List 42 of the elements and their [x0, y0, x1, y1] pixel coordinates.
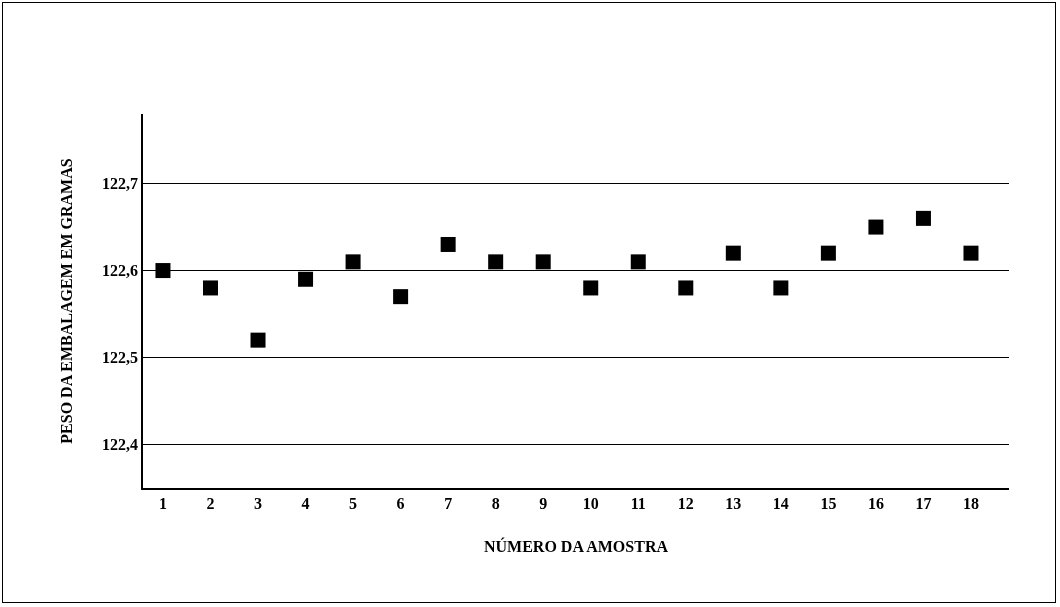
- x-tick-label: 7: [444, 494, 453, 512]
- point: [630, 254, 646, 270]
- y-axis-title: PESO DA EMBALAGEM EM GRAMAS: [58, 158, 76, 444]
- x-tick-label: 1: [158, 494, 167, 512]
- point: [773, 280, 789, 296]
- point: [678, 280, 694, 296]
- x-tick-label: 4: [301, 494, 310, 512]
- point: [393, 289, 409, 305]
- point: [820, 245, 836, 261]
- point: [250, 332, 266, 348]
- x-tick-label: 14: [772, 494, 789, 512]
- y-tick-label: 122,5: [102, 349, 139, 367]
- point: [535, 254, 551, 270]
- x-tick-label: 6: [396, 494, 405, 512]
- x-tick-label: 17: [915, 494, 932, 512]
- point: [488, 254, 504, 270]
- y-tick-label: 122,4: [102, 436, 139, 454]
- point: [202, 280, 218, 296]
- x-tick-label: 13: [725, 494, 742, 512]
- x-tick-label: 18: [962, 494, 979, 512]
- point: [345, 254, 361, 270]
- x-tick-label: 12: [677, 494, 694, 512]
- y-tick-label: 122,7: [102, 175, 139, 193]
- x-tick-label: 10: [582, 494, 599, 512]
- point: [155, 263, 171, 279]
- point: [915, 210, 931, 226]
- point: [868, 219, 884, 235]
- point: [725, 245, 741, 261]
- x-tick-label: 2: [206, 494, 215, 512]
- x-tick-label: 16: [867, 494, 884, 512]
- x-tick-label: 5: [349, 494, 358, 512]
- point: [298, 271, 314, 287]
- x-tick-label: 3: [254, 494, 263, 512]
- x-tick-label: 11: [630, 494, 646, 512]
- point: [440, 236, 456, 252]
- point: [963, 245, 979, 261]
- y-tick-label: 122,6: [102, 262, 139, 280]
- x-tick-label: 9: [539, 494, 548, 512]
- x-tick-label: 15: [820, 494, 837, 512]
- point: [583, 280, 599, 296]
- x-tick-label: 8: [491, 494, 500, 512]
- x-axis-title: NÚMERO DA AMOSTRA: [483, 537, 669, 556]
